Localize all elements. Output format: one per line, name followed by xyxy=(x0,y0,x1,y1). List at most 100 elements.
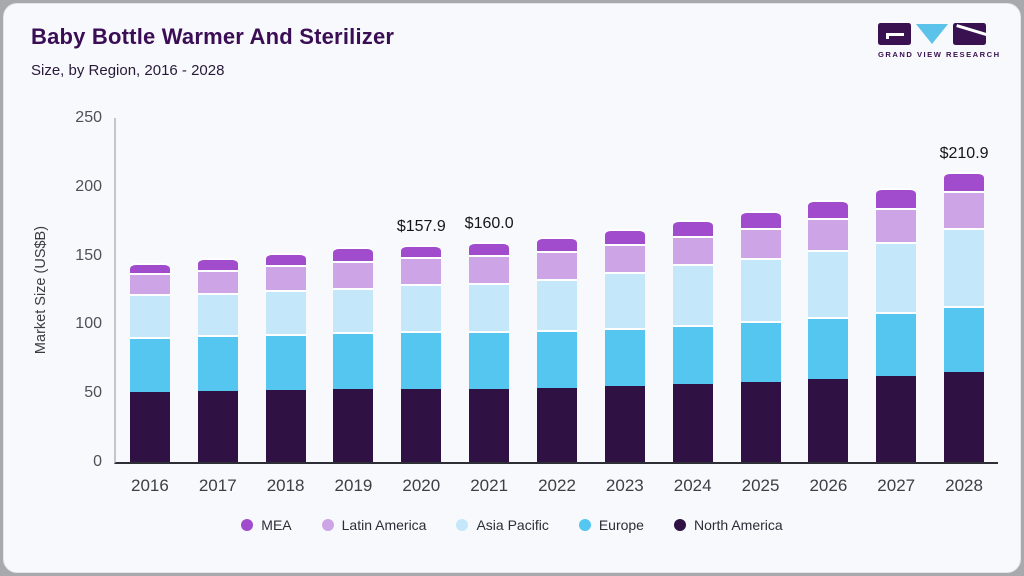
bar-segment-mea-2023 xyxy=(604,229,645,244)
legend-label-europe: Europe xyxy=(598,517,644,533)
bar-2017 xyxy=(197,258,238,462)
bar-segment-europe-2020 xyxy=(401,330,442,389)
bar-2020 xyxy=(401,244,442,462)
legend-item-mea: MEA xyxy=(241,517,292,533)
y-tick-50: 50 xyxy=(84,384,102,402)
bar-segment-latin-america-2021 xyxy=(469,254,510,283)
bar-segment-asia-pacific-2018 xyxy=(265,290,306,334)
bar-segment-europe-2022 xyxy=(537,330,577,388)
bar-2021 xyxy=(469,241,510,462)
bar-segment-latin-america-2023 xyxy=(604,243,645,273)
bar-segment-latin-america-2026 xyxy=(808,217,849,250)
page-subtitle: Size, by Region, 2016 - 2028 xyxy=(31,62,225,79)
bar-segment-mea-2021 xyxy=(469,241,510,255)
bar-segment-mea-2017 xyxy=(197,258,238,270)
bar-segment-mea-2016 xyxy=(129,262,170,274)
bar-segment-asia-pacific-2021 xyxy=(469,282,510,332)
bar-segment-north-america-2018 xyxy=(265,390,306,462)
legend-swatch-asia-pacific xyxy=(456,519,469,531)
bar-segment-europe-2016 xyxy=(129,336,170,392)
bar-segment-north-america-2025 xyxy=(740,382,781,462)
legend-item-north-america: North America xyxy=(673,517,783,533)
bar-segment-europe-2024 xyxy=(672,324,713,384)
bar-2026 xyxy=(808,199,849,462)
x-axis-label-2022: 2022 xyxy=(538,476,576,495)
x-axis-label-2024: 2024 xyxy=(673,476,712,495)
bar-segment-europe-2018 xyxy=(265,333,306,391)
y-tick-200: 200 xyxy=(75,177,102,195)
data-label-2021: $160.0 xyxy=(464,214,514,232)
bar-segment-asia-pacific-2023 xyxy=(604,272,645,328)
bar-2028 xyxy=(944,171,985,462)
bar-segment-north-america-2019 xyxy=(333,389,374,462)
bar-segment-latin-america-2018 xyxy=(265,265,306,291)
bar-segment-north-america-2022 xyxy=(537,387,577,462)
bar-segment-north-america-2020 xyxy=(401,388,442,462)
legend-label-mea: MEA xyxy=(261,517,292,533)
y-tick-100: 100 xyxy=(75,315,102,333)
bar-2019 xyxy=(333,247,374,462)
legend-item-europe: Europe xyxy=(578,517,644,533)
bar-segment-europe-2028 xyxy=(944,305,985,373)
bar-segment-north-america-2026 xyxy=(808,379,849,462)
bar-segment-mea-2024 xyxy=(672,220,713,237)
bar-segment-europe-2027 xyxy=(876,311,917,377)
bar-2022 xyxy=(537,237,577,462)
bar-segment-latin-america-2019 xyxy=(333,261,374,289)
bar-segment-latin-america-2017 xyxy=(197,269,238,293)
bar-segment-europe-2017 xyxy=(197,335,238,392)
bar-segment-mea-2028 xyxy=(944,171,985,191)
bar-2024 xyxy=(672,220,713,462)
bar-segment-asia-pacific-2020 xyxy=(401,283,442,331)
bar-segment-mea-2025 xyxy=(740,210,781,229)
legend-label-latin-america: Latin America xyxy=(341,517,427,533)
x-axis-label-2028: 2028 xyxy=(945,476,983,495)
bar-segment-latin-america-2027 xyxy=(876,207,917,242)
x-axis-label-2021: 2021 xyxy=(470,476,509,495)
bar-segment-latin-america-2025 xyxy=(740,228,781,258)
bar-segment-asia-pacific-2019 xyxy=(333,288,374,332)
bar-segment-asia-pacific-2026 xyxy=(808,249,849,318)
y-tick-150: 150 xyxy=(75,246,102,264)
bar-segment-latin-america-2022 xyxy=(537,250,577,280)
x-axis-label-2019: 2019 xyxy=(334,476,373,495)
bar-segment-latin-america-2016 xyxy=(129,273,170,295)
logo-text: GRAND VIEW RESEARCH xyxy=(878,50,1001,59)
legend-label-asia-pacific: Asia Pacific xyxy=(476,517,549,533)
x-axis-label-2016: 2016 xyxy=(131,476,169,495)
bar-segment-europe-2023 xyxy=(604,327,645,386)
logo-g-icon xyxy=(878,23,911,45)
bar-segment-north-america-2024 xyxy=(672,383,713,462)
bar-segment-asia-pacific-2025 xyxy=(740,257,781,322)
bar-segment-mea-2022 xyxy=(537,237,577,251)
bar-segment-latin-america-2020 xyxy=(401,256,442,284)
bar-segment-mea-2019 xyxy=(333,247,374,261)
x-axis-label-2020: 2020 xyxy=(402,476,441,495)
y-tick-250: 250 xyxy=(75,109,102,126)
bar-segment-europe-2021 xyxy=(469,331,510,389)
bar-segment-asia-pacific-2027 xyxy=(876,241,917,312)
logo-v-triangle-icon xyxy=(916,24,948,44)
legend-item-latin-america: Latin America xyxy=(321,517,427,533)
y-tick-0: 0 xyxy=(93,453,102,470)
logo-r-icon xyxy=(953,23,986,45)
bar-segment-north-america-2021 xyxy=(469,388,510,462)
bar-segment-north-america-2023 xyxy=(604,385,645,462)
bar-segment-asia-pacific-2016 xyxy=(129,294,170,337)
data-label-2020: $157.9 xyxy=(396,217,446,235)
gvr-logo-marks xyxy=(878,23,986,46)
bar-2025 xyxy=(740,210,781,462)
bar-2018 xyxy=(265,252,306,462)
bar-segment-europe-2019 xyxy=(333,331,374,390)
legend: MEA Latin America Asia Pacific Europe North … xyxy=(4,517,1020,533)
legend-swatch-latin-america xyxy=(321,519,334,531)
legend-swatch-north-america xyxy=(673,519,686,531)
bar-segment-latin-america-2024 xyxy=(672,236,713,265)
bar-segment-europe-2025 xyxy=(740,321,781,383)
plot-area: 0 50 100 150 200 250 2016 2017 2018 2019 2020 $157.… xyxy=(75,110,998,495)
bar-2016 xyxy=(129,262,170,462)
y-axis-title: Market Size (US$B) xyxy=(33,225,49,355)
legend-swatch-mea xyxy=(241,519,254,531)
bar-segment-asia-pacific-2024 xyxy=(672,264,713,325)
x-axis-label-2026: 2026 xyxy=(809,476,848,495)
